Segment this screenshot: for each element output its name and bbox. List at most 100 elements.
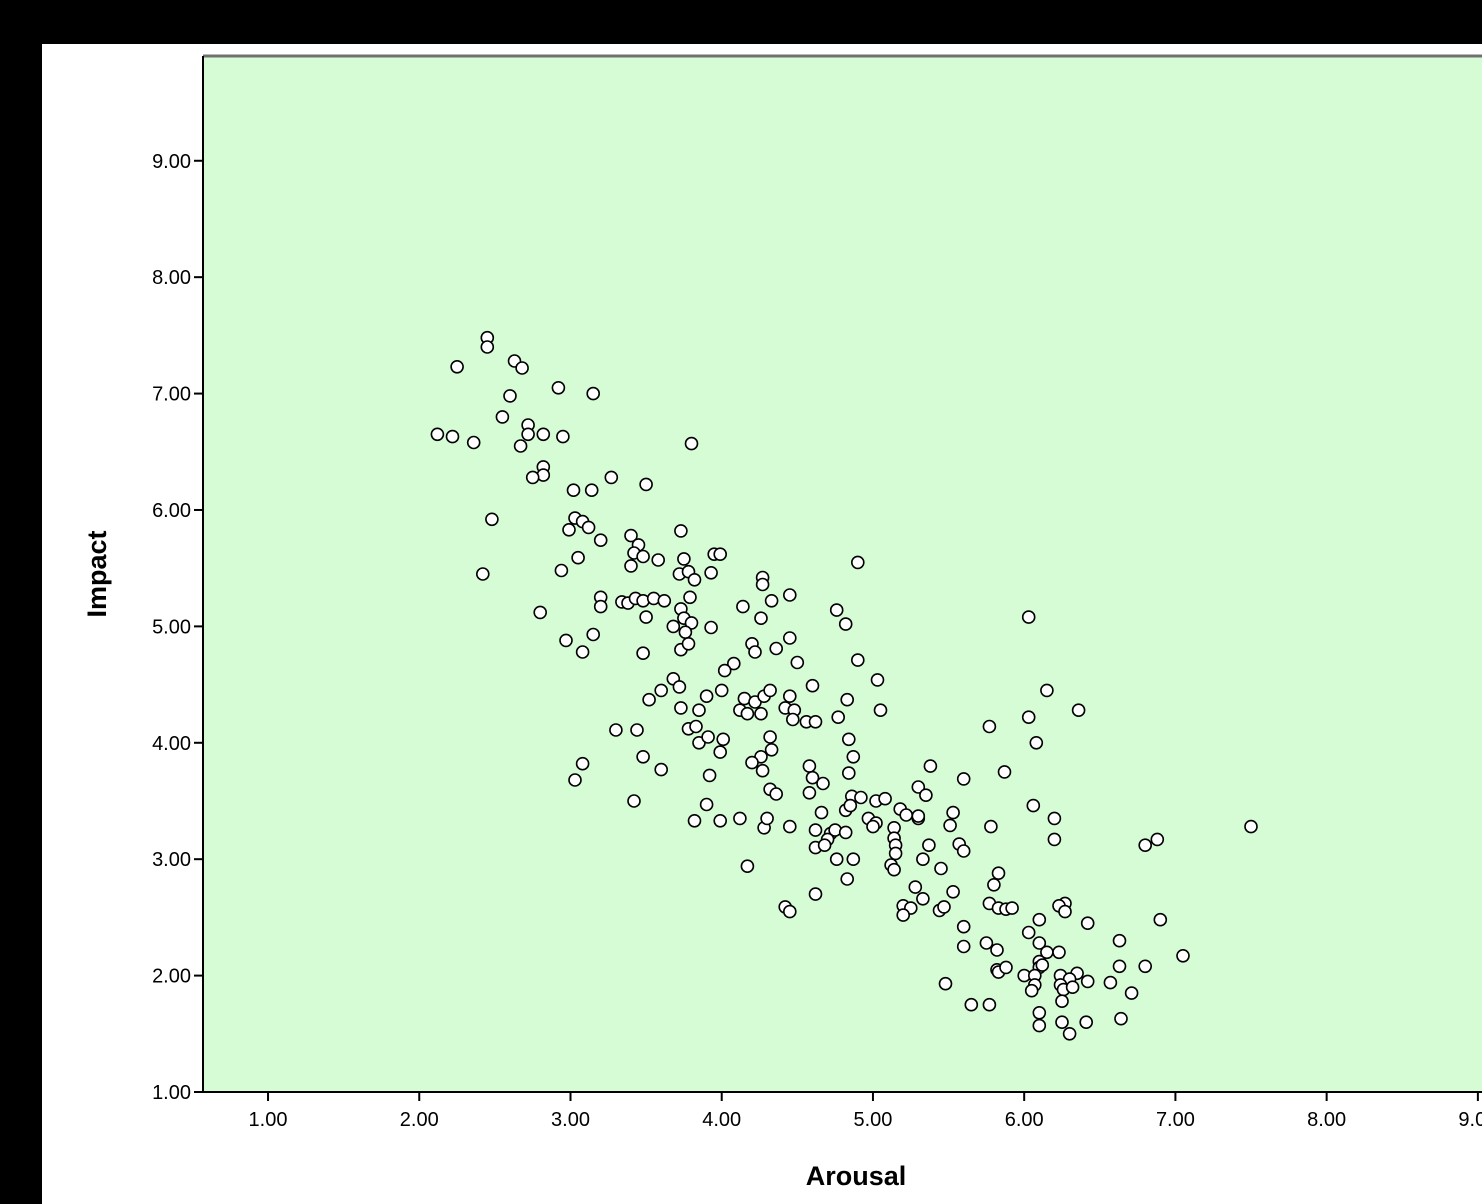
data-point <box>802 785 817 800</box>
y-axis-title: Impact <box>82 530 112 617</box>
data-point <box>887 862 901 877</box>
x-tick-label: 8.00 <box>1307 1109 1346 1131</box>
data-point <box>604 470 619 485</box>
data-point <box>554 563 569 578</box>
data-point <box>956 772 971 786</box>
data-point <box>699 689 714 704</box>
data-point <box>805 770 820 785</box>
data-point <box>922 838 936 853</box>
plot-area <box>203 56 1482 1092</box>
data-point <box>551 380 566 395</box>
x-tick-label: 2.00 <box>400 1109 439 1131</box>
data-point <box>525 470 540 485</box>
data-point <box>713 547 728 562</box>
data-point <box>990 943 1004 957</box>
data-point <box>639 610 653 624</box>
data-point <box>754 706 768 721</box>
data-point <box>841 732 856 747</box>
data-point <box>1047 832 1062 847</box>
data-point <box>814 805 829 820</box>
data-point <box>982 719 997 734</box>
data-point <box>817 838 832 853</box>
x-tick-label: 3.00 <box>551 1109 590 1131</box>
data-point <box>1080 916 1095 931</box>
data-point <box>1062 1026 1077 1041</box>
data-point <box>943 818 957 833</box>
data-point <box>956 844 971 858</box>
y-tick-label: 4.00 <box>152 733 191 755</box>
data-point <box>745 755 759 770</box>
data-point <box>654 762 669 777</box>
data-point <box>466 435 481 450</box>
data-point <box>937 900 951 914</box>
y-tick-label: 2.00 <box>152 966 191 988</box>
data-point <box>946 884 960 899</box>
data-point <box>846 852 861 867</box>
data-point <box>704 620 718 635</box>
data-point <box>911 780 926 794</box>
data-point <box>684 436 699 451</box>
data-point <box>1138 838 1152 853</box>
data-point <box>733 811 747 826</box>
data-point <box>430 427 445 442</box>
data-point <box>1114 1011 1128 1026</box>
data-point <box>624 559 638 573</box>
data-point <box>808 887 823 901</box>
data-point <box>681 636 696 651</box>
data-point <box>1005 901 1019 915</box>
data-point <box>878 791 892 806</box>
data-point <box>769 641 784 656</box>
scatter-chart: 1.00 2.00 3.00 4.00 5.00 6.00 7.00 8.00 9.00 1.0… <box>82 54 1482 1191</box>
data-point <box>1058 904 1072 919</box>
data-point <box>702 768 717 783</box>
data-point <box>1032 1005 1047 1020</box>
y-tick-label: 6.00 <box>152 500 191 522</box>
data-point <box>754 611 768 626</box>
data-point <box>699 797 714 812</box>
data-point <box>964 997 979 1012</box>
data-point <box>450 359 464 374</box>
data-point <box>627 794 641 808</box>
data-point <box>575 756 590 771</box>
data-point <box>1052 945 1066 960</box>
data-point <box>840 692 855 707</box>
data-point <box>841 766 856 780</box>
data-point <box>938 976 953 991</box>
data-point <box>866 819 880 834</box>
data-point <box>748 645 762 659</box>
data-point <box>1124 986 1139 1000</box>
data-point <box>755 577 770 592</box>
data-point <box>624 528 638 543</box>
data-point <box>956 919 971 934</box>
data-point <box>513 439 528 453</box>
data-point <box>503 389 517 403</box>
data-point <box>701 730 715 744</box>
data-point <box>1138 959 1152 974</box>
data-point <box>764 742 779 757</box>
data-point <box>636 646 650 661</box>
y-tick-label: 1.00 <box>152 1082 191 1104</box>
data-point <box>1029 735 1044 750</box>
data-point <box>533 605 548 620</box>
data-point <box>987 877 1001 892</box>
data-point <box>843 798 858 813</box>
data-point <box>1112 933 1127 948</box>
x-axis-title: Arousal <box>806 1161 907 1191</box>
data-point <box>873 703 888 718</box>
data-point <box>979 936 994 950</box>
data-point <box>581 520 596 535</box>
data-point <box>740 859 755 874</box>
data-point <box>790 655 805 670</box>
data-point <box>586 627 601 642</box>
x-tick-label: 5.00 <box>853 1109 892 1131</box>
data-point <box>888 846 903 861</box>
data-point <box>593 533 608 548</box>
data-point <box>899 808 914 822</box>
data-point <box>916 852 930 867</box>
y-tick-label: 5.00 <box>152 616 191 638</box>
data-point <box>984 819 998 834</box>
data-point <box>1047 811 1062 826</box>
data-point <box>674 701 688 715</box>
y-axis-ticks: 1.00 2.00 3.00 4.00 5.00 6.00 7.00 8.00 9.00 <box>152 151 203 1104</box>
data-point <box>923 759 938 773</box>
